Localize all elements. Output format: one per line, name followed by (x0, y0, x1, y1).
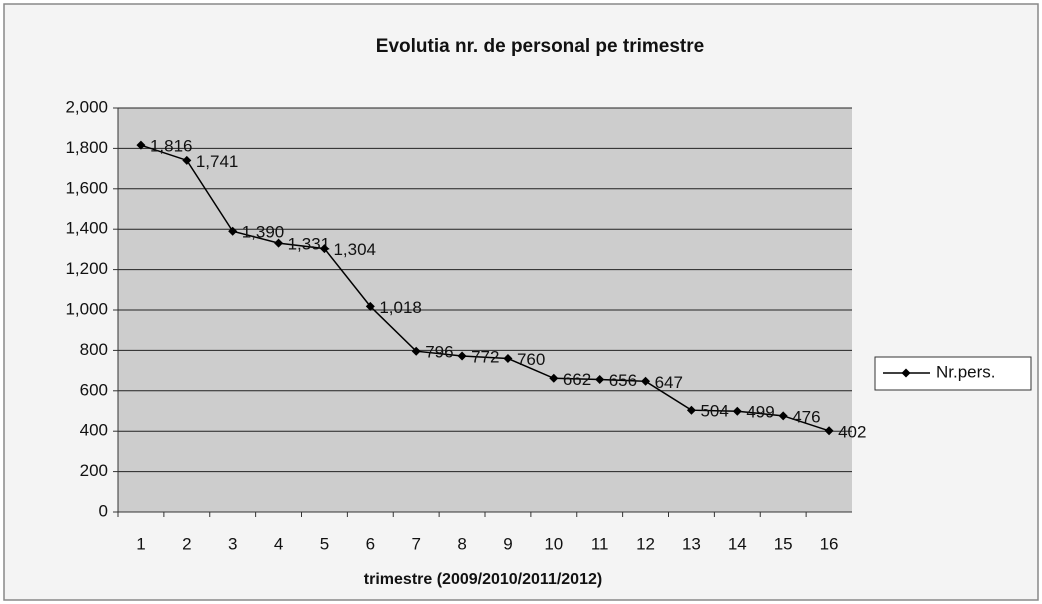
data-point (549, 373, 559, 383)
data-point (182, 155, 192, 165)
chart-title: Evolutia nr. de personal pe trimestre (376, 36, 704, 57)
data-point (641, 376, 651, 386)
data-label: 1,304 (333, 240, 376, 259)
data-label: 476 (792, 407, 820, 426)
y-tick-label: 200 (80, 461, 108, 480)
data-point (136, 140, 146, 150)
x-tick-label: 3 (228, 534, 237, 553)
data-label: 796 (425, 343, 453, 362)
data-point (411, 346, 421, 356)
x-tick-label: 7 (411, 534, 420, 553)
legend-marker (901, 368, 911, 378)
data-point (732, 406, 742, 416)
data-point (274, 238, 284, 248)
y-tick-label: 1,800 (65, 138, 108, 157)
data-point (365, 301, 375, 311)
data-label: 772 (471, 348, 499, 367)
x-tick-label: 1 (136, 534, 145, 553)
x-tick-label: 12 (636, 534, 655, 553)
y-tick-label: 1,000 (65, 299, 108, 318)
data-label: 1,018 (379, 298, 422, 317)
x-tick-label: 2 (182, 534, 191, 553)
x-tick-label: 8 (457, 534, 466, 553)
x-tick-label: 16 (820, 534, 839, 553)
y-tick-label: 1,200 (65, 259, 108, 278)
data-point (228, 226, 238, 236)
x-tick-label: 11 (591, 534, 609, 553)
y-tick-label: 400 (80, 421, 108, 440)
data-point (824, 426, 834, 436)
x-tick-label: 6 (366, 534, 375, 553)
series-line (140, 144, 830, 432)
y-tick-label: 1,400 (65, 219, 108, 238)
data-label: 647 (655, 373, 683, 392)
legend: Nr.pers. (874, 356, 1032, 391)
data-point (778, 411, 788, 421)
x-tick-label: 14 (728, 534, 747, 553)
data-point (686, 405, 696, 415)
x-tick-label: 13 (682, 534, 701, 553)
y-tick-label: 600 (80, 380, 108, 399)
x-tick-label: 9 (503, 534, 512, 553)
legend-label: Nr.pers. (936, 362, 996, 381)
data-label: 402 (838, 422, 866, 441)
data-label: 1,390 (242, 223, 285, 242)
x-tick-label: 10 (544, 534, 563, 553)
y-tick-label: 800 (80, 340, 108, 359)
y-tick-label: 1,600 (65, 178, 108, 197)
data-point (595, 374, 605, 384)
y-tick-label: 2,000 (65, 97, 108, 116)
data-point (319, 244, 329, 254)
data-label: 662 (563, 370, 591, 389)
y-tick-label: 0 (99, 501, 108, 520)
data-label: 1,741 (196, 152, 239, 171)
data-label: 760 (517, 350, 545, 369)
data-point (457, 351, 467, 361)
data-point (503, 353, 513, 363)
data-label: 1,816 (150, 137, 193, 156)
data-label: 504 (700, 402, 728, 421)
x-tick-label: 5 (320, 534, 329, 553)
x-tick-label: 15 (774, 534, 793, 553)
data-label: 499 (746, 403, 774, 422)
data-label: 1,331 (288, 235, 331, 254)
data-label: 656 (609, 371, 637, 390)
x-axis-title: trimestre (2009/2010/2011/2012) (364, 571, 602, 588)
x-tick-label: 4 (274, 534, 283, 553)
